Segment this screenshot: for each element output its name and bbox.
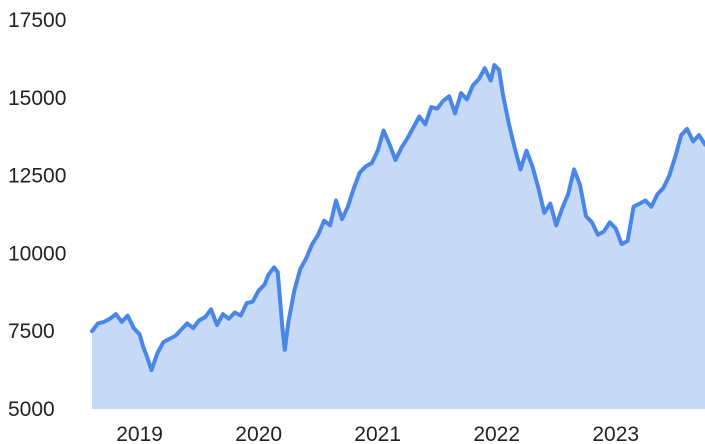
y-tick-label: 7500 [8,320,55,343]
x-tick-label: 2021 [354,423,401,444]
y-tick-label: 12500 [8,165,66,188]
x-tick-label: 2019 [116,423,163,444]
y-tick-label: 17500 [8,9,66,32]
x-tick-label: 2022 [473,423,520,444]
y-tick-label: 15000 [8,87,66,110]
y-tick-label: 5000 [8,398,55,421]
area-fill [92,65,705,409]
y-tick-label: 10000 [8,242,66,265]
x-tick-label: 2020 [235,423,282,444]
x-axis: 2019 2020 2021 2022 2023 [116,423,639,444]
y-axis: 5000 7500 10000 12500 15000 17500 [8,9,66,421]
area-layer [90,63,705,409]
series-line [90,63,705,373]
x-tick-label: 2023 [592,423,639,444]
